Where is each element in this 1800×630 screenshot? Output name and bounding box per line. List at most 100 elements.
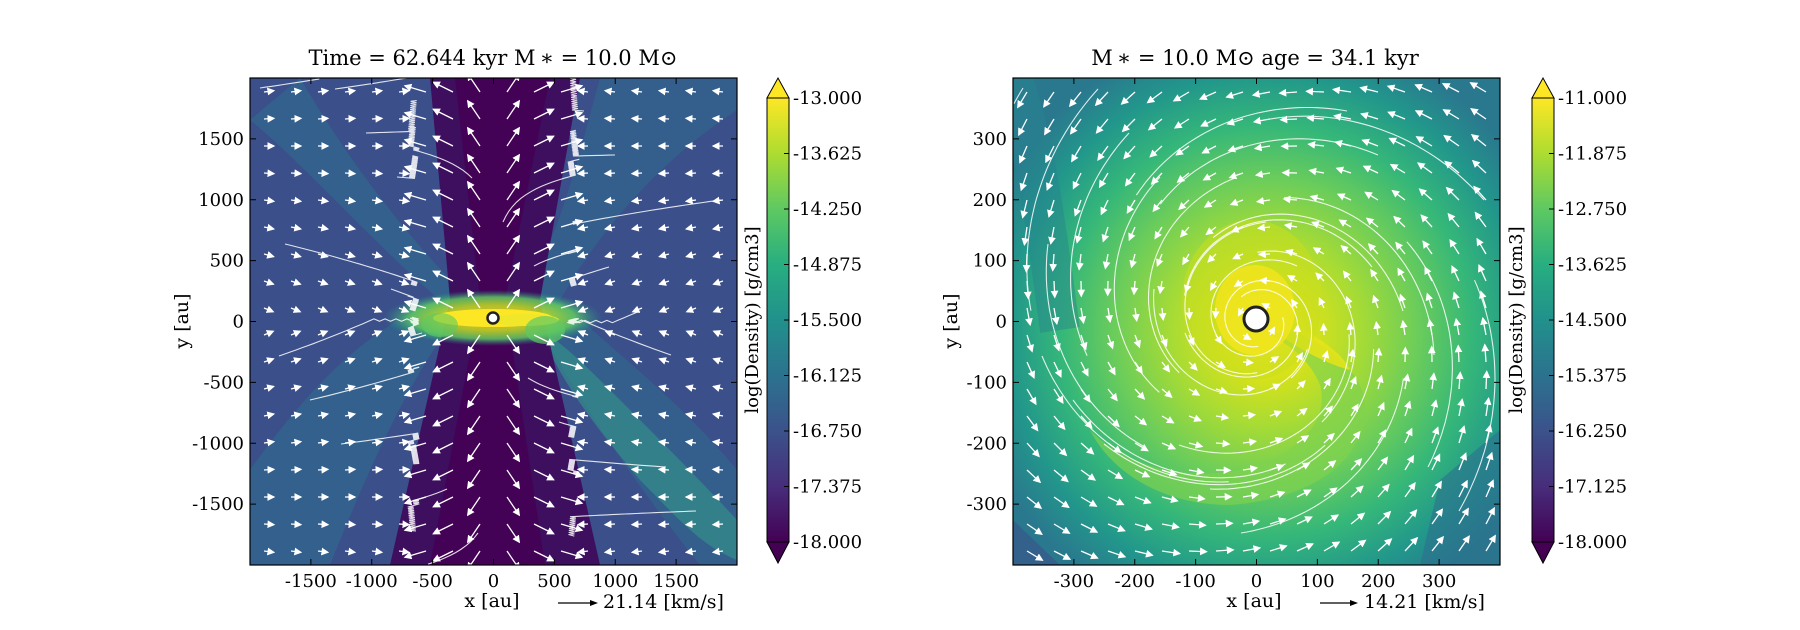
velocity-arrow xyxy=(1188,388,1201,396)
velocity-arrow xyxy=(1188,547,1208,556)
velocity-arrow xyxy=(631,384,643,392)
velocity-arrow xyxy=(576,411,589,420)
velocity-arrow xyxy=(371,357,383,365)
velocity-arrow xyxy=(1431,508,1444,525)
velocity-arrow xyxy=(1455,371,1464,390)
streamline xyxy=(1212,213,1404,312)
velocity-arrow xyxy=(344,411,357,420)
velocity-arrow xyxy=(1296,462,1311,471)
velocity-arrow xyxy=(1173,118,1190,129)
velocity-arrow xyxy=(1415,136,1433,147)
velocity-arrow xyxy=(1053,469,1069,483)
velocity-arrow xyxy=(263,520,276,529)
velocity-arrow xyxy=(630,87,643,96)
velocity-arrow xyxy=(1242,518,1261,527)
right-density-map xyxy=(1013,78,1500,565)
velocity-arrow xyxy=(1483,396,1492,417)
velocity-arrow xyxy=(1100,199,1109,216)
velocity-arrow xyxy=(317,87,330,96)
velocity-arrow xyxy=(1257,250,1271,259)
velocity-arrow xyxy=(1479,290,1487,309)
velocity-arrow xyxy=(560,164,584,174)
velocity-arrow xyxy=(403,442,427,452)
velocity-arrow xyxy=(576,465,589,474)
velocity-arrow xyxy=(1210,280,1218,291)
velocity-arrow xyxy=(290,465,303,474)
velocity-arrow xyxy=(1053,415,1066,431)
velocity-arrow xyxy=(1161,548,1182,557)
velocity-arrow xyxy=(1391,189,1406,201)
velocity-arrow xyxy=(1161,361,1171,373)
velocity-arrow xyxy=(1404,536,1419,552)
velocity-arrow xyxy=(1018,118,1028,137)
velocity-arrow xyxy=(1049,253,1058,272)
velocity-arrow xyxy=(1242,491,1260,500)
velocity-arrow xyxy=(432,162,454,174)
velocity-arrow xyxy=(344,547,357,556)
velocity-arrow xyxy=(290,196,303,205)
velocity-arrow xyxy=(371,87,384,96)
streamline xyxy=(410,444,420,465)
velocity-arrow xyxy=(403,523,427,533)
velocity-arrow xyxy=(1098,172,1109,189)
velocity-arrow xyxy=(1388,137,1406,147)
velocity-arrow xyxy=(1228,171,1244,180)
velocity-arrow xyxy=(1229,198,1244,206)
velocity-arrow xyxy=(466,234,481,255)
velocity-arrow xyxy=(398,330,410,338)
velocity-arrow xyxy=(1080,523,1099,533)
velocity-arrow xyxy=(398,438,411,447)
velocity-arrow xyxy=(432,216,454,228)
velocity-arrow xyxy=(711,438,724,447)
velocity-arrow xyxy=(1295,352,1303,363)
velocity-arrow xyxy=(1128,226,1136,242)
velocity-arrow xyxy=(711,547,724,556)
velocity-arrow xyxy=(1256,223,1271,232)
velocity-arrow xyxy=(1053,550,1072,560)
streamline xyxy=(502,158,580,223)
velocity-arrow xyxy=(1233,279,1244,287)
velocity-arrow xyxy=(1078,307,1087,325)
velocity-arrow xyxy=(1323,377,1331,390)
velocity-arrow xyxy=(1452,291,1460,309)
y-tick-label: 0 xyxy=(996,312,1007,333)
velocity-arrow xyxy=(711,520,724,529)
right-vector-key: 14.21 [km/s] xyxy=(1320,591,1485,613)
velocity-arrow xyxy=(576,169,589,178)
velocity-arrow xyxy=(371,278,383,286)
velocity-arrow xyxy=(506,550,521,565)
colorbar-tick-label: -14.500 xyxy=(1558,310,1627,331)
left-xlabel: x [au] xyxy=(464,590,519,612)
velocity-arrow xyxy=(1045,145,1055,164)
velocity-arrow xyxy=(398,357,410,365)
right-title: M ∗ = 10.0 M⊙ age = 34.1 kyr xyxy=(1091,46,1419,70)
velocity-arrow xyxy=(1255,196,1271,205)
x-tick-label: 1000 xyxy=(592,571,638,592)
velocity-arrow xyxy=(1318,297,1326,309)
velocity-arrow xyxy=(1053,496,1070,509)
streamline xyxy=(1153,288,1308,396)
streamline xyxy=(568,266,610,287)
velocity-arrow xyxy=(603,465,616,474)
right-ylabel: y [au] xyxy=(940,293,962,349)
velocity-arrow xyxy=(1021,226,1030,247)
velocity-arrow xyxy=(684,520,697,529)
velocity-arrow xyxy=(1130,280,1139,296)
velocity-arrow xyxy=(657,465,670,474)
velocity-arrow xyxy=(630,196,643,205)
velocity-arrow xyxy=(506,523,521,544)
velocity-arrow xyxy=(1121,118,1136,133)
velocity-arrow xyxy=(344,357,356,365)
velocity-arrow xyxy=(371,223,384,232)
velocity-arrow xyxy=(290,223,303,232)
velocity-arrow xyxy=(1017,91,1028,109)
velocity-arrow xyxy=(712,305,724,313)
velocity-arrow xyxy=(344,223,357,232)
velocity-arrow xyxy=(403,164,427,174)
velocity-arrow xyxy=(506,261,521,282)
velocity-arrow xyxy=(577,251,589,259)
velocity-arrow xyxy=(685,251,697,259)
velocity-arrow xyxy=(1458,452,1467,471)
velocity-arrow xyxy=(1340,244,1352,255)
velocity-arrow xyxy=(1131,307,1140,323)
